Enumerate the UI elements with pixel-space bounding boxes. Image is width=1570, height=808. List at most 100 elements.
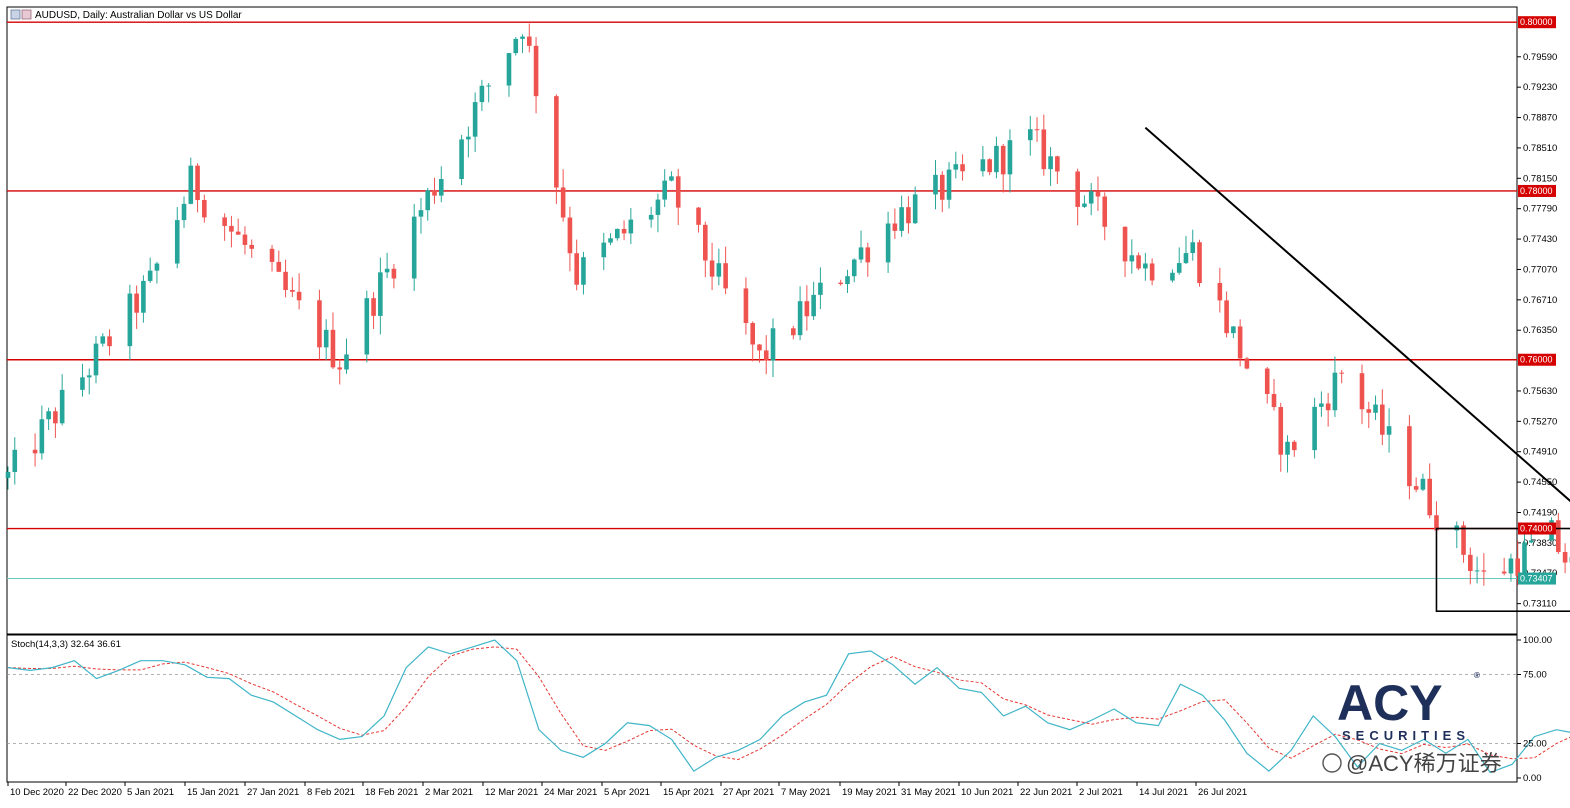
- price-tick-label: 0.78870: [1523, 113, 1557, 124]
- candle-body: [716, 263, 722, 277]
- candle-body: [770, 328, 776, 361]
- candle-body: [432, 190, 437, 196]
- candle-body: [811, 294, 816, 317]
- stoch-label: Stoch(14,3,3) 32.64 36.61: [11, 639, 121, 650]
- candle-body: [134, 293, 139, 313]
- candle-body: [648, 214, 654, 220]
- candle-body: [1000, 145, 1006, 175]
- candle-body: [994, 145, 999, 173]
- candle-body: [960, 164, 965, 172]
- stoch-tick-label: 0.00: [1523, 773, 1542, 784]
- time-tick-label: 2 Mar 2021: [425, 787, 473, 798]
- candle-body: [906, 207, 911, 224]
- candle-body: [946, 169, 952, 200]
- candle-body: [269, 248, 275, 262]
- candle-body: [127, 293, 133, 347]
- candle-body: [675, 176, 681, 208]
- candle-body: [1143, 263, 1148, 269]
- candle-body: [892, 223, 898, 231]
- candle-body: [1359, 373, 1365, 410]
- candle-body: [1048, 156, 1053, 170]
- candle-body: [418, 210, 424, 217]
- time-tick-label: 15 Jan 2021: [187, 787, 239, 798]
- candle-body: [513, 38, 519, 54]
- candle-body: [1319, 403, 1324, 407]
- candle-body: [1102, 196, 1108, 227]
- time-tick-label: 26 Jul 2021: [1198, 787, 1247, 798]
- candle-body: [1271, 393, 1277, 408]
- candle-body: [12, 449, 18, 472]
- candle-body: [174, 220, 180, 264]
- candle-body: [980, 159, 986, 172]
- candle-body: [378, 272, 383, 316]
- candle-body: [181, 203, 187, 221]
- price-tick-label: 0.78510: [1523, 143, 1557, 154]
- level-label: 0.80000: [1520, 17, 1553, 27]
- time-tick-label: 22 Dec 2020: [68, 787, 122, 798]
- time-tick-label: 10 Dec 2020: [10, 787, 64, 798]
- candle-body: [791, 328, 796, 336]
- candle-body: [615, 228, 620, 239]
- candle-body: [1285, 441, 1290, 455]
- candle-body: [1312, 406, 1317, 451]
- candle-body: [1481, 570, 1487, 572]
- stoch-panel-frame: [6, 634, 1518, 783]
- time-tick-label: 18 Feb 2021: [365, 787, 418, 798]
- candle-body: [1461, 525, 1466, 555]
- candle-body: [1190, 242, 1196, 254]
- candle-body: [53, 411, 58, 424]
- stoch-tick-label: 100.00: [1523, 635, 1552, 646]
- candle-body: [32, 449, 38, 454]
- candle-body: [330, 329, 336, 368]
- price-tick-label: 0.75270: [1523, 416, 1557, 427]
- candle-body: [845, 276, 850, 285]
- candle-body: [93, 343, 99, 376]
- time-tick-label: 19 May 2021: [842, 787, 897, 798]
- candle-body: [669, 176, 674, 181]
- candle-body: [1556, 520, 1561, 552]
- candle-body: [1373, 404, 1378, 413]
- candle-body: [601, 242, 607, 258]
- price-tick-label: 0.78150: [1523, 173, 1557, 184]
- logo-main-text: ACY: [1337, 675, 1443, 731]
- level-label: 0.74000: [1520, 524, 1553, 534]
- level-price-labels: 0.80000 0.78000 0.76000 0.74000 0.73407: [1518, 16, 1556, 585]
- stoch-main-line: [7, 639, 1570, 774]
- level-label: 0.78000: [1520, 186, 1553, 196]
- candle-body: [1420, 478, 1426, 490]
- candle-body: [1197, 242, 1202, 283]
- candle-body: [1515, 558, 1521, 576]
- candle-body: [147, 270, 153, 281]
- price-panel: 0.79590 0.79230 0.78870 0.78510 0.78150 0.777…: [5, 6, 1570, 635]
- candle-body: [750, 323, 755, 345]
- time-tick-label: 7 May 2021: [781, 787, 831, 798]
- candle-body: [242, 234, 248, 245]
- candle-body: [202, 200, 207, 218]
- candle-body: [1149, 263, 1155, 281]
- candle-body: [323, 329, 329, 348]
- candle-body: [574, 253, 579, 285]
- candle-body: [1501, 571, 1507, 574]
- candle-body: [371, 298, 376, 316]
- time-tick-label: 5 Jan 2021: [127, 787, 174, 798]
- candle-body: [486, 85, 491, 87]
- horizontal-levels: [7, 21, 1517, 580]
- candle-body: [1292, 441, 1297, 451]
- price-panel-frame: [6, 6, 1518, 635]
- candle-body: [621, 228, 627, 234]
- candle-body: [1380, 404, 1385, 435]
- stoch-tick-label: 25.00: [1523, 739, 1547, 750]
- time-tick-label: 15 Apr 2021: [663, 787, 714, 798]
- candle-body: [1170, 272, 1175, 281]
- candle-body: [763, 350, 769, 361]
- candle-body: [188, 165, 194, 204]
- candle-body: [953, 164, 959, 170]
- watermark-text: @ACY稀万证券: [1346, 751, 1502, 776]
- time-tick-label: 8 Feb 2021: [307, 787, 355, 798]
- candle-body: [1082, 203, 1087, 207]
- candle-body: [912, 194, 918, 224]
- price-tick-label: 0.73830: [1523, 538, 1557, 549]
- price-tick-label: 0.77430: [1523, 234, 1557, 245]
- consolidation-box: [1435, 527, 1570, 613]
- candle-body: [472, 102, 478, 137]
